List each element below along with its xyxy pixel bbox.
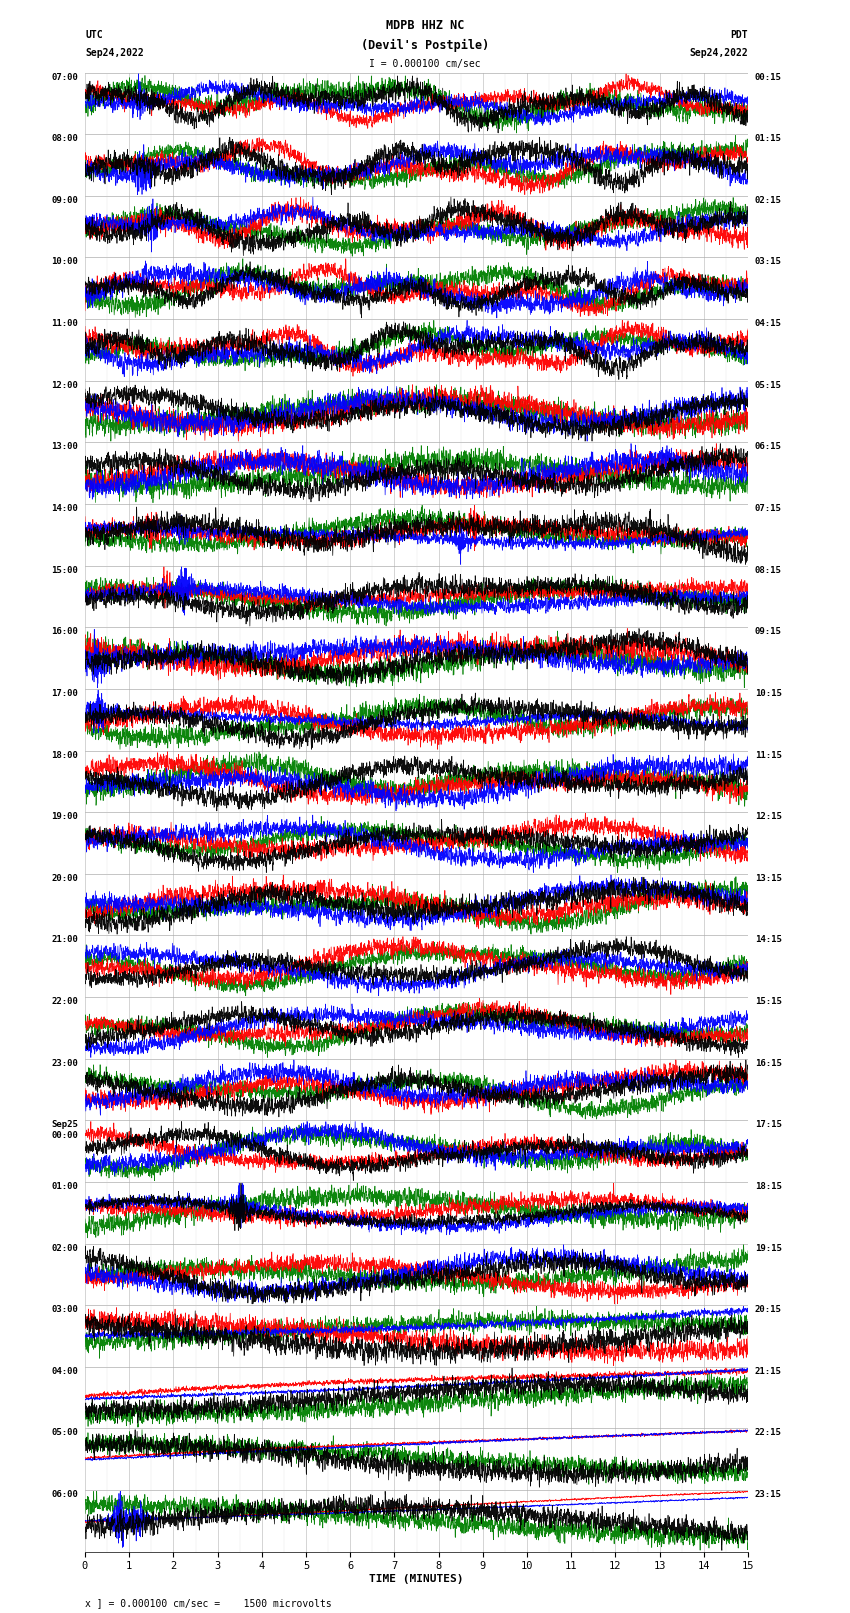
X-axis label: TIME (MINUTES): TIME (MINUTES) <box>369 1574 464 1584</box>
Text: 11:00: 11:00 <box>51 319 78 327</box>
Text: 05:15: 05:15 <box>755 381 782 390</box>
Text: x ] = 0.000100 cm/sec =    1500 microvolts: x ] = 0.000100 cm/sec = 1500 microvolts <box>85 1598 332 1608</box>
Text: Sep25
00:00: Sep25 00:00 <box>51 1121 78 1140</box>
Text: 17:15: 17:15 <box>755 1121 782 1129</box>
Text: MDPB HHZ NC: MDPB HHZ NC <box>386 19 464 32</box>
Text: 10:00: 10:00 <box>51 258 78 266</box>
Text: 14:00: 14:00 <box>51 503 78 513</box>
Text: (Devil's Postpile): (Devil's Postpile) <box>361 39 489 52</box>
Text: 21:15: 21:15 <box>755 1366 782 1376</box>
Text: 12:00: 12:00 <box>51 381 78 390</box>
Text: 06:15: 06:15 <box>755 442 782 452</box>
Text: PDT: PDT <box>730 31 748 40</box>
Text: 23:00: 23:00 <box>51 1058 78 1068</box>
Text: 10:15: 10:15 <box>755 689 782 698</box>
Text: 16:15: 16:15 <box>755 1058 782 1068</box>
Text: 20:15: 20:15 <box>755 1305 782 1315</box>
Text: 09:00: 09:00 <box>51 195 78 205</box>
Text: 08:15: 08:15 <box>755 566 782 574</box>
Text: 02:00: 02:00 <box>51 1244 78 1253</box>
Text: 07:00: 07:00 <box>51 73 78 82</box>
Text: 20:00: 20:00 <box>51 874 78 882</box>
Text: UTC: UTC <box>85 31 103 40</box>
Text: 04:15: 04:15 <box>755 319 782 327</box>
Text: 08:00: 08:00 <box>51 134 78 144</box>
Text: I = 0.000100 cm/sec: I = 0.000100 cm/sec <box>369 60 481 69</box>
Text: 09:15: 09:15 <box>755 627 782 636</box>
Text: 17:00: 17:00 <box>51 689 78 698</box>
Text: 22:15: 22:15 <box>755 1429 782 1437</box>
Text: Sep24,2022: Sep24,2022 <box>85 48 144 58</box>
Text: 06:00: 06:00 <box>51 1490 78 1498</box>
Text: 00:15: 00:15 <box>755 73 782 82</box>
Text: 22:00: 22:00 <box>51 997 78 1007</box>
Text: 18:15: 18:15 <box>755 1182 782 1190</box>
Text: 03:00: 03:00 <box>51 1305 78 1315</box>
Text: 04:00: 04:00 <box>51 1366 78 1376</box>
Text: 01:00: 01:00 <box>51 1182 78 1190</box>
Text: 03:15: 03:15 <box>755 258 782 266</box>
Text: 07:15: 07:15 <box>755 503 782 513</box>
Text: 18:00: 18:00 <box>51 750 78 760</box>
Text: 19:00: 19:00 <box>51 813 78 821</box>
Text: 23:15: 23:15 <box>755 1490 782 1498</box>
Text: 01:15: 01:15 <box>755 134 782 144</box>
Text: 12:15: 12:15 <box>755 813 782 821</box>
Text: 21:00: 21:00 <box>51 936 78 944</box>
Text: 11:15: 11:15 <box>755 750 782 760</box>
Text: 15:00: 15:00 <box>51 566 78 574</box>
Text: 13:15: 13:15 <box>755 874 782 882</box>
Text: 13:00: 13:00 <box>51 442 78 452</box>
Text: 14:15: 14:15 <box>755 936 782 944</box>
Text: 15:15: 15:15 <box>755 997 782 1007</box>
Text: 05:00: 05:00 <box>51 1429 78 1437</box>
Text: Sep24,2022: Sep24,2022 <box>689 48 748 58</box>
Text: 16:00: 16:00 <box>51 627 78 636</box>
Text: 02:15: 02:15 <box>755 195 782 205</box>
Text: 19:15: 19:15 <box>755 1244 782 1253</box>
